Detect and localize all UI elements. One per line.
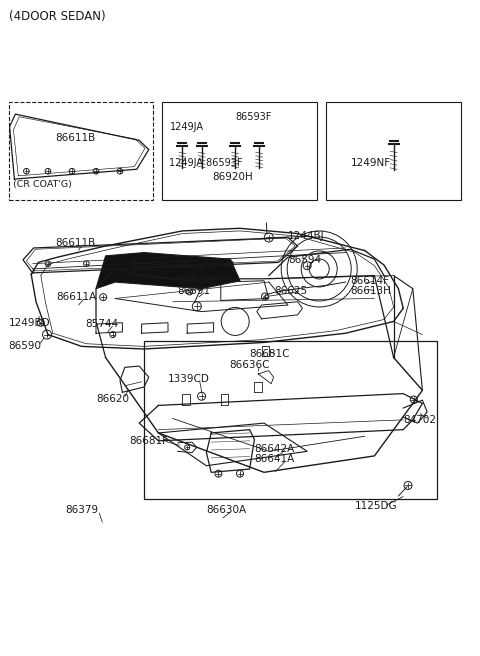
Text: 1125DG: 1125DG xyxy=(355,501,398,512)
Text: 86611B: 86611B xyxy=(55,237,96,248)
Text: 86630A: 86630A xyxy=(206,505,247,516)
Text: (4DOOR SEDAN): (4DOOR SEDAN) xyxy=(9,10,105,23)
Text: 86613H: 86613H xyxy=(350,286,391,297)
Text: 1249JA 86593F: 1249JA 86593F xyxy=(169,157,242,168)
Bar xyxy=(9,102,153,200)
Text: (CR COAT'G): (CR COAT'G) xyxy=(13,180,72,190)
Polygon shape xyxy=(96,253,240,289)
Text: 86641A: 86641A xyxy=(254,454,295,464)
Text: 86379: 86379 xyxy=(65,505,98,516)
Bar xyxy=(144,341,437,499)
Text: 84702: 84702 xyxy=(403,415,436,425)
Text: 1249NF: 1249NF xyxy=(350,157,391,168)
Text: 86614F: 86614F xyxy=(350,276,389,286)
Text: 1244BJ: 1244BJ xyxy=(288,231,324,241)
Text: 86591: 86591 xyxy=(178,286,211,297)
Text: 1249JA: 1249JA xyxy=(170,121,204,132)
Text: 86594: 86594 xyxy=(288,255,321,265)
Text: 86590: 86590 xyxy=(9,340,42,351)
Text: 86625: 86625 xyxy=(275,286,308,297)
Text: 86611B: 86611B xyxy=(55,133,96,143)
Bar xyxy=(162,102,317,200)
Text: 86611A: 86611A xyxy=(57,292,97,302)
Bar xyxy=(326,102,461,200)
Text: 85744: 85744 xyxy=(85,319,119,329)
Text: 1249BD: 1249BD xyxy=(9,318,50,329)
Text: 86593F: 86593F xyxy=(235,112,272,122)
Text: 86920H: 86920H xyxy=(212,172,253,182)
Text: 86681F: 86681F xyxy=(130,436,168,446)
Text: 86636C: 86636C xyxy=(229,359,270,370)
Text: 86642A: 86642A xyxy=(254,443,295,454)
Text: 86620: 86620 xyxy=(96,394,129,404)
Text: 1244KE: 1244KE xyxy=(178,276,217,286)
Text: 86681C: 86681C xyxy=(250,349,290,359)
Text: 1339CD: 1339CD xyxy=(168,373,210,384)
